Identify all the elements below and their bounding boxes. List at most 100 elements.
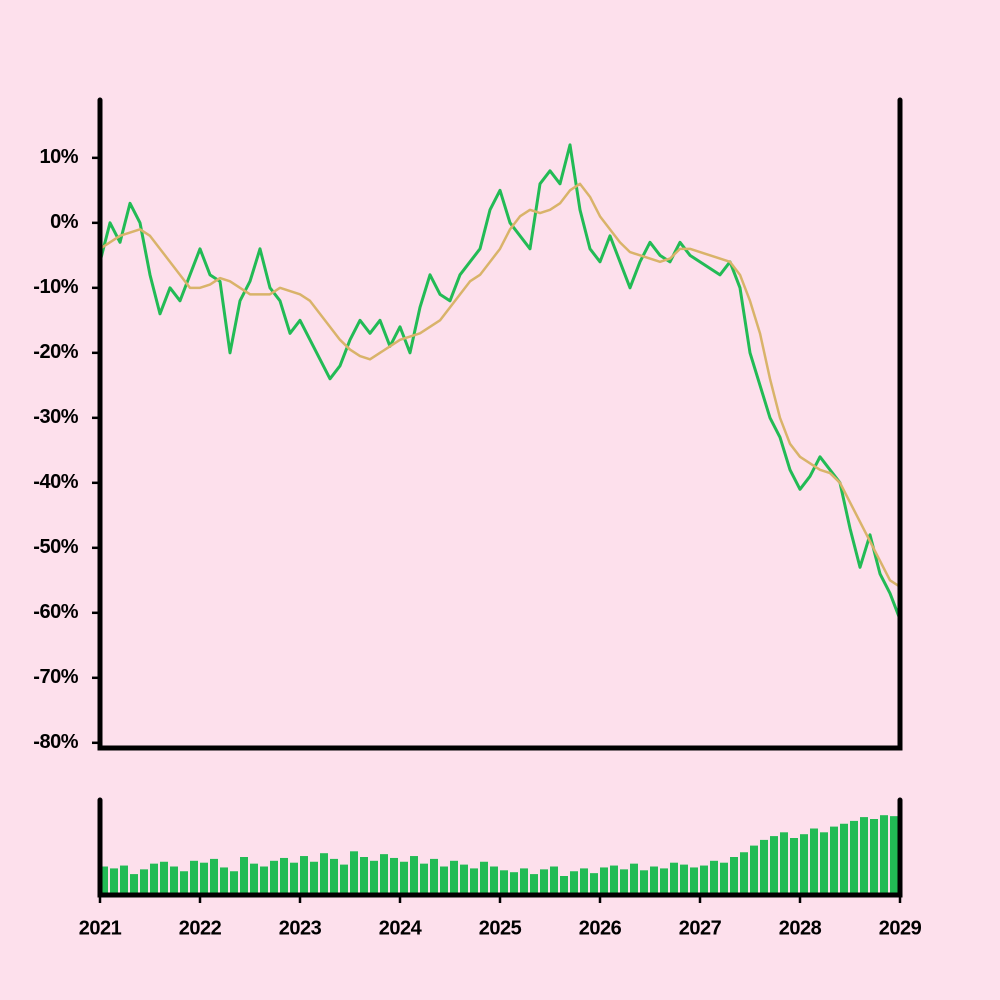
volume-bar — [600, 867, 608, 895]
volume-bar — [320, 853, 328, 895]
volume-bar — [690, 867, 698, 895]
price-frame — [97, 97, 903, 751]
volume-bar — [530, 874, 538, 895]
y-tick-label: -10% — [33, 276, 78, 298]
volume-bar — [200, 862, 208, 895]
volume-bar — [870, 819, 878, 895]
volume-bar — [550, 866, 558, 895]
volume-bar — [370, 860, 378, 895]
volume-bar — [560, 876, 568, 895]
volume-bar — [770, 836, 778, 895]
volume-bar — [340, 864, 348, 895]
volume-bar — [500, 870, 508, 895]
volume-bar — [570, 871, 578, 895]
volume-bar — [260, 866, 268, 895]
volume-bar — [180, 871, 188, 895]
y-tick-label: -40% — [33, 471, 78, 493]
volume-bar — [810, 828, 818, 895]
y-tick-label: -60% — [33, 601, 78, 623]
x-tick-label: 2024 — [379, 917, 423, 939]
volume-bar — [540, 869, 548, 895]
volume-bar — [380, 854, 388, 895]
volume-bar — [400, 861, 408, 895]
volume-bar — [150, 863, 158, 895]
y-tick-label: -30% — [33, 406, 78, 428]
volume-bar — [460, 864, 468, 895]
volume-bar — [390, 857, 398, 895]
volume-bar — [610, 865, 618, 895]
volume-bar — [430, 858, 438, 895]
volume-bar — [820, 832, 828, 895]
volume-bar — [310, 861, 318, 895]
price-line — [98, 143, 902, 620]
volume-bar — [680, 864, 688, 895]
volume-bar — [850, 820, 858, 895]
y-tick-label: -50% — [33, 536, 78, 558]
volume-bar — [620, 869, 628, 895]
volume-bar — [480, 861, 488, 895]
volume-bar — [110, 868, 118, 895]
volume-bar — [760, 839, 768, 895]
y-tick-label: -20% — [33, 341, 78, 363]
volume-bar — [470, 868, 478, 895]
volume-bar — [170, 866, 178, 895]
volume-bar — [240, 857, 248, 895]
volume-bar — [490, 866, 498, 895]
volume-bar — [892, 820, 900, 895]
volume-bar — [710, 860, 718, 895]
y-tick-label: -70% — [33, 666, 78, 688]
x-tick-label: 2021 — [79, 917, 122, 939]
volume-bar — [630, 863, 638, 895]
volume-bar — [140, 869, 148, 895]
volume-bar — [640, 870, 648, 895]
volume-bar — [730, 857, 738, 895]
volume-bar — [880, 815, 888, 895]
volume-bar — [580, 868, 588, 895]
price-line — [99, 182, 901, 588]
x-tick-label: 2026 — [579, 917, 622, 939]
volume-bar — [290, 862, 298, 895]
volume-bar — [790, 838, 798, 895]
volume-bar — [230, 871, 238, 895]
x-tick-label: 2028 — [779, 917, 822, 939]
volume-bar — [270, 860, 278, 895]
volume-bar — [840, 823, 848, 895]
volume-bar — [860, 817, 868, 895]
volume-bar — [220, 867, 228, 895]
volume-bar — [280, 857, 288, 895]
x-tick-label: 2023 — [279, 917, 322, 939]
volume-bar — [520, 868, 528, 895]
volume-bar — [660, 868, 668, 895]
volume-bar — [700, 865, 708, 895]
volume-bar — [300, 856, 308, 895]
x-tick-label: 2029 — [879, 917, 922, 939]
volume-bar — [740, 852, 748, 895]
volume-bar — [250, 863, 258, 895]
x-tick-label: 2025 — [479, 917, 522, 939]
volume-frame — [97, 797, 903, 898]
volume-bar — [450, 860, 458, 895]
y-tick-label: -80% — [33, 731, 78, 753]
volume-bar — [330, 858, 338, 895]
volume-bar — [780, 832, 788, 895]
volume-bar — [510, 872, 518, 895]
volume-bar — [210, 858, 218, 895]
y-tick-label: 0% — [50, 211, 79, 233]
volume-bar — [130, 874, 138, 895]
volume-bar — [410, 856, 418, 895]
volume-bar — [750, 845, 758, 895]
volume-bar — [670, 862, 678, 895]
volume-bar — [360, 857, 368, 895]
volume-bar — [100, 866, 108, 895]
volume-bar — [190, 860, 198, 895]
volume-bar — [650, 866, 658, 895]
volume-bar — [160, 861, 168, 895]
marks: 10% 0% -10% -20% -30% -40% -50% -60% -70% -80% 202… — [33, 143, 922, 939]
volume-bar — [800, 834, 808, 895]
volume-bar — [720, 862, 728, 895]
volume-bar — [350, 851, 358, 895]
volume-bar — [120, 865, 128, 895]
volume-bar — [440, 866, 448, 895]
x-tick-label: 2022 — [179, 917, 222, 939]
volume-bar — [420, 863, 428, 895]
